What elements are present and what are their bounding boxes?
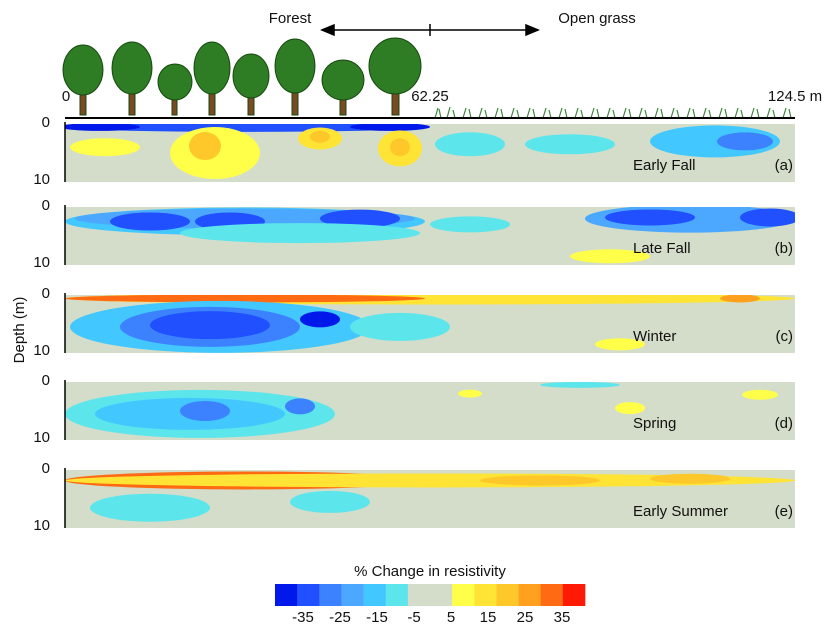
- anomaly: [300, 311, 340, 328]
- anomaly: [180, 401, 230, 421]
- colorbar-bin: [540, 584, 564, 606]
- colorbar-tick-label: -5: [407, 609, 420, 626]
- depth-tick-label: 10: [33, 342, 50, 359]
- colorbar-title: % Change in resistivity: [354, 563, 506, 580]
- anomaly: [595, 338, 645, 351]
- grass-label: Open grass: [558, 10, 636, 27]
- forest-label: Forest: [269, 10, 312, 27]
- colorbar-bin: [363, 584, 387, 606]
- panel-letter: (a): [775, 157, 793, 174]
- anomaly: [615, 402, 645, 415]
- anomaly: [90, 493, 210, 522]
- colorbar-bin: [319, 584, 342, 606]
- depth-tick-label: 10: [33, 429, 50, 446]
- panel-letter: (d): [775, 415, 793, 432]
- anomaly: [290, 490, 370, 513]
- colorbar-bin: [562, 584, 586, 606]
- colorbar-bin: [407, 584, 431, 606]
- panel: 0 10 Early Summer (e): [33, 460, 795, 534]
- depth-tick-label: 10: [33, 254, 50, 271]
- panel: 0 10 Winter (c): [33, 285, 795, 359]
- anomaly: [720, 295, 760, 303]
- anomaly: [65, 124, 430, 132]
- depth-tick-label: 0: [42, 460, 50, 477]
- anomaly: [570, 249, 650, 264]
- colorbar-bin: [496, 584, 519, 606]
- panel: 0 10 Early Fall (a): [33, 114, 795, 188]
- anomaly: [350, 124, 430, 131]
- anomaly: [435, 132, 505, 157]
- panel: 0 10 Late Fall (b): [33, 197, 795, 271]
- panel-label: Early Fall: [633, 157, 696, 174]
- anomaly: [390, 138, 410, 157]
- anomaly: [285, 398, 315, 415]
- colorbar-bin: [385, 584, 409, 606]
- panel-label: Late Fall: [633, 240, 691, 257]
- depth-tick-label: 10: [33, 171, 50, 188]
- anomaly: [150, 311, 270, 340]
- colorbar-bin: [275, 584, 298, 606]
- anomaly: [65, 473, 795, 488]
- colorbar-bin: [341, 584, 364, 606]
- y-axis-label: Depth (m): [11, 297, 28, 364]
- colorbar-bin: [452, 584, 475, 606]
- depth-tick-label: 0: [42, 114, 50, 131]
- panel: 0 10 Spring (d): [33, 372, 795, 446]
- anomaly: [480, 475, 600, 486]
- panel-letter: (e): [775, 503, 793, 520]
- colorbar-bin: [297, 584, 320, 606]
- anomalies: [65, 382, 778, 438]
- anomaly: [110, 212, 190, 231]
- panel-label: Early Summer: [633, 503, 728, 520]
- anomaly: [540, 382, 620, 388]
- panel-letter: (c): [776, 328, 794, 345]
- anomaly: [650, 473, 730, 484]
- anomaly: [320, 209, 400, 228]
- anomaly: [310, 130, 330, 143]
- panel-letter: (b): [775, 240, 793, 257]
- colorbar-tick-label: 15: [480, 609, 497, 626]
- grass: [434, 106, 792, 119]
- colorbar-bin: [518, 584, 542, 606]
- colorbar-tick-label: 5: [447, 609, 455, 626]
- panel-label: Spring: [633, 415, 676, 432]
- anomaly: [70, 138, 140, 157]
- anomaly: [717, 132, 773, 151]
- anomaly: [525, 134, 615, 155]
- anomaly: [430, 216, 510, 233]
- trees: [62, 37, 422, 116]
- depth-tick-label: 0: [42, 285, 50, 302]
- anomaly: [65, 295, 425, 303]
- colorbar-tick-label: -35: [292, 609, 314, 626]
- anomaly: [189, 132, 221, 161]
- anomalies: [65, 295, 795, 353]
- anomaly: [65, 124, 140, 131]
- depth-tick-label: 10: [33, 517, 50, 534]
- distance-start: 0: [62, 88, 70, 105]
- colorbar-bin: [474, 584, 497, 606]
- anomaly: [740, 208, 795, 227]
- colorbar-tick-label: -15: [366, 609, 388, 626]
- anomaly: [350, 312, 450, 341]
- anomalies: [65, 207, 795, 264]
- depth-tick-label: 0: [42, 197, 50, 214]
- panel-label: Winter: [633, 328, 676, 345]
- anomaly: [742, 389, 778, 400]
- distance-middle: 62.25: [411, 88, 449, 105]
- anomalies: [65, 124, 780, 179]
- anomaly: [458, 389, 482, 398]
- anomaly: [605, 209, 695, 226]
- colorbar-tick-label: 35: [554, 609, 571, 626]
- arrow: [320, 23, 540, 37]
- anomalies: [65, 471, 795, 522]
- distance-end: 124.5 m: [768, 88, 822, 105]
- colorbar-tick-label: 25: [517, 609, 534, 626]
- colorbar-tick-label: -25: [329, 609, 351, 626]
- colorbar-bin: [430, 584, 453, 606]
- depth-tick-label: 0: [42, 372, 50, 389]
- anomaly: [180, 223, 420, 244]
